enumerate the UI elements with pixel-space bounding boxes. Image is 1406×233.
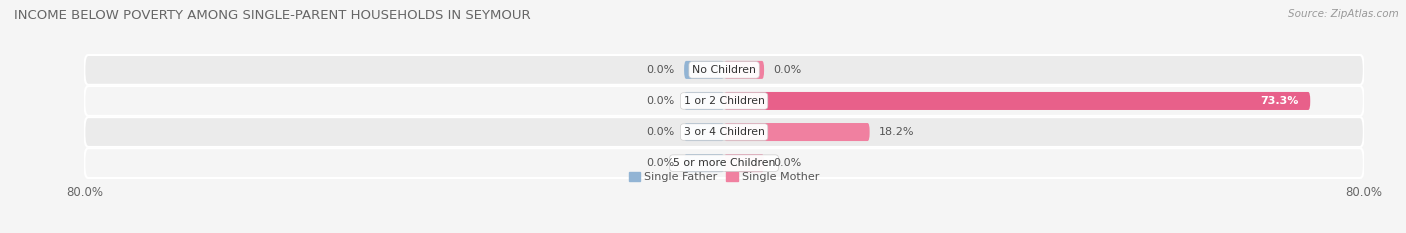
Text: 0.0%: 0.0% (647, 158, 675, 168)
Text: INCOME BELOW POVERTY AMONG SINGLE-PARENT HOUSEHOLDS IN SEYMOUR: INCOME BELOW POVERTY AMONG SINGLE-PARENT… (14, 9, 530, 22)
FancyBboxPatch shape (724, 154, 763, 172)
Text: 0.0%: 0.0% (773, 158, 801, 168)
FancyBboxPatch shape (724, 61, 763, 79)
Text: 3 or 4 Children: 3 or 4 Children (683, 127, 765, 137)
Text: 0.0%: 0.0% (647, 65, 675, 75)
Text: No Children: No Children (692, 65, 756, 75)
FancyBboxPatch shape (685, 154, 724, 172)
Text: 73.3%: 73.3% (1260, 96, 1298, 106)
Text: 0.0%: 0.0% (647, 96, 675, 106)
FancyBboxPatch shape (84, 117, 1364, 147)
Text: 5 or more Children: 5 or more Children (673, 158, 775, 168)
FancyBboxPatch shape (84, 86, 1364, 116)
Text: 1 or 2 Children: 1 or 2 Children (683, 96, 765, 106)
FancyBboxPatch shape (84, 55, 1364, 85)
Text: 0.0%: 0.0% (773, 65, 801, 75)
FancyBboxPatch shape (685, 123, 724, 141)
Legend: Single Father, Single Mother: Single Father, Single Mother (624, 168, 824, 187)
FancyBboxPatch shape (724, 92, 1310, 110)
FancyBboxPatch shape (84, 148, 1364, 178)
FancyBboxPatch shape (685, 61, 724, 79)
Text: 18.2%: 18.2% (879, 127, 915, 137)
FancyBboxPatch shape (724, 123, 870, 141)
Text: Source: ZipAtlas.com: Source: ZipAtlas.com (1288, 9, 1399, 19)
Text: 0.0%: 0.0% (647, 127, 675, 137)
FancyBboxPatch shape (685, 92, 724, 110)
